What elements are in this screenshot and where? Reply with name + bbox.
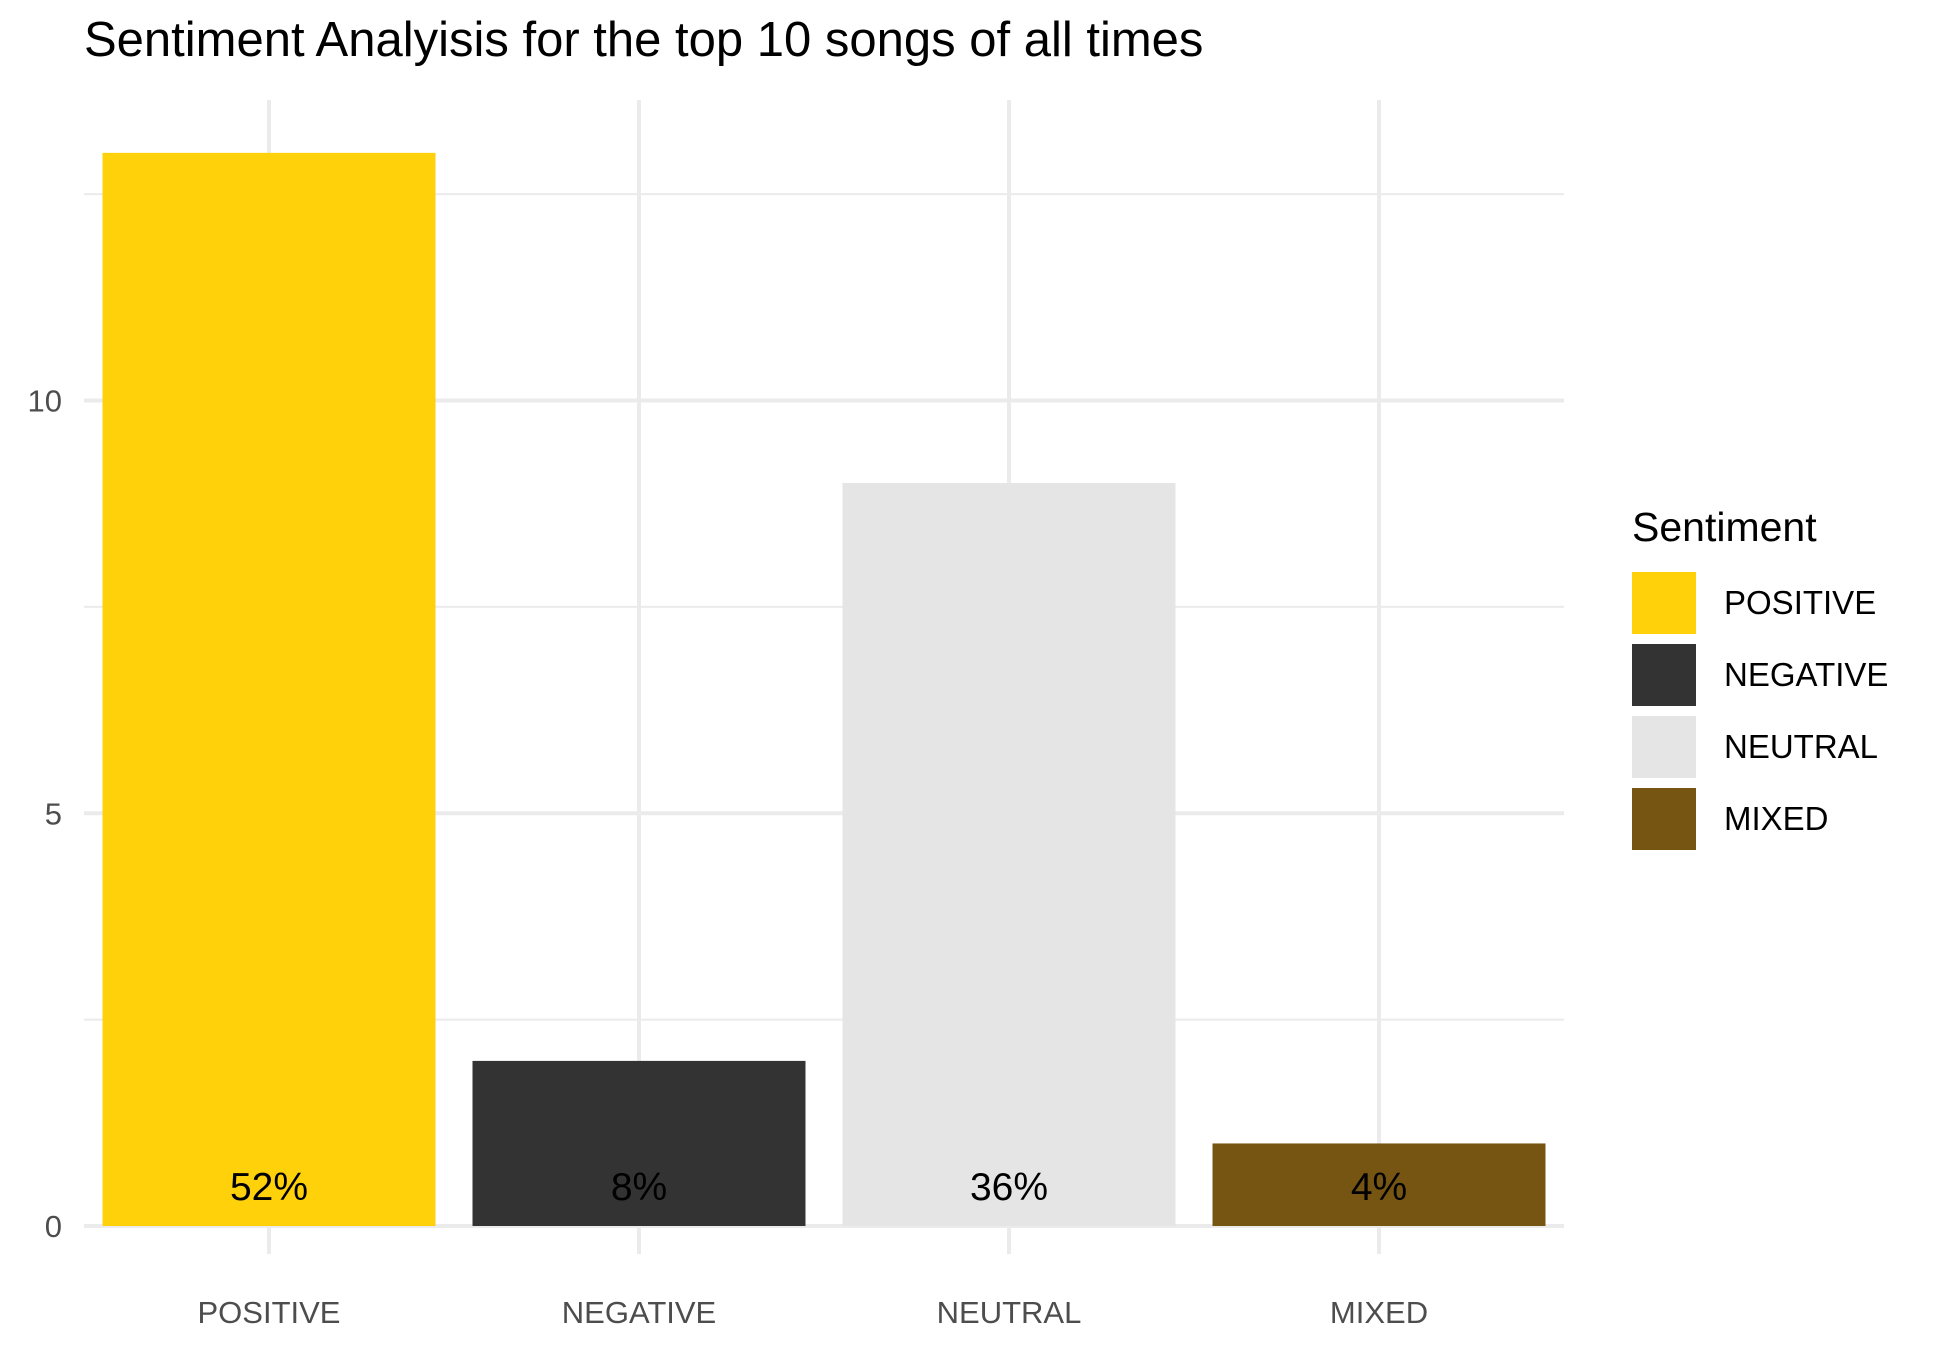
bar-label: 52% <box>230 1166 308 1209</box>
bar-positive <box>102 152 436 1227</box>
legend-key <box>1632 644 1696 706</box>
bar-label: 8% <box>611 1166 667 1209</box>
legend-key <box>1632 572 1696 634</box>
legend-label: NEGATIVE <box>1724 656 1889 693</box>
legend-item-neutral: NEUTRAL <box>1632 711 1888 783</box>
legend: Sentiment POSITIVE NEGATIVE NEUTRAL MIXED <box>1632 504 1888 855</box>
legend-item-mixed: MIXED <box>1632 783 1888 855</box>
legend-label: MIXED <box>1724 800 1829 837</box>
bar-neutral <box>842 483 1176 1226</box>
x-tick-label: MIXED <box>1330 1295 1428 1330</box>
bar-negative <box>472 1060 806 1226</box>
legend-label: POSITIVE <box>1724 584 1877 621</box>
legend-key <box>1632 716 1696 778</box>
y-tick-label: 5 <box>45 796 62 831</box>
legend-label: NEUTRAL <box>1724 728 1879 765</box>
bar-mixed <box>1212 1143 1546 1226</box>
y-tick-label: 0 <box>45 1209 62 1244</box>
legend-item-negative: NEGATIVE <box>1632 639 1888 711</box>
legend-item-positive: POSITIVE <box>1632 567 1888 639</box>
x-tick-label: NEUTRAL <box>937 1295 1082 1330</box>
x-tick-label: POSITIVE <box>198 1295 341 1330</box>
legend-title: Sentiment <box>1632 504 1817 550</box>
legend-items: POSITIVE NEGATIVE NEUTRAL MIXED <box>1632 567 1888 855</box>
legend-key <box>1632 788 1696 850</box>
bar-label: 4% <box>1351 1166 1407 1209</box>
x-tick-label: NEGATIVE <box>562 1295 716 1330</box>
bar-label: 36% <box>970 1166 1048 1209</box>
y-tick-label: 10 <box>28 384 62 419</box>
chart-title: Sentiment Analyisis for the top 10 songs… <box>84 13 1204 67</box>
